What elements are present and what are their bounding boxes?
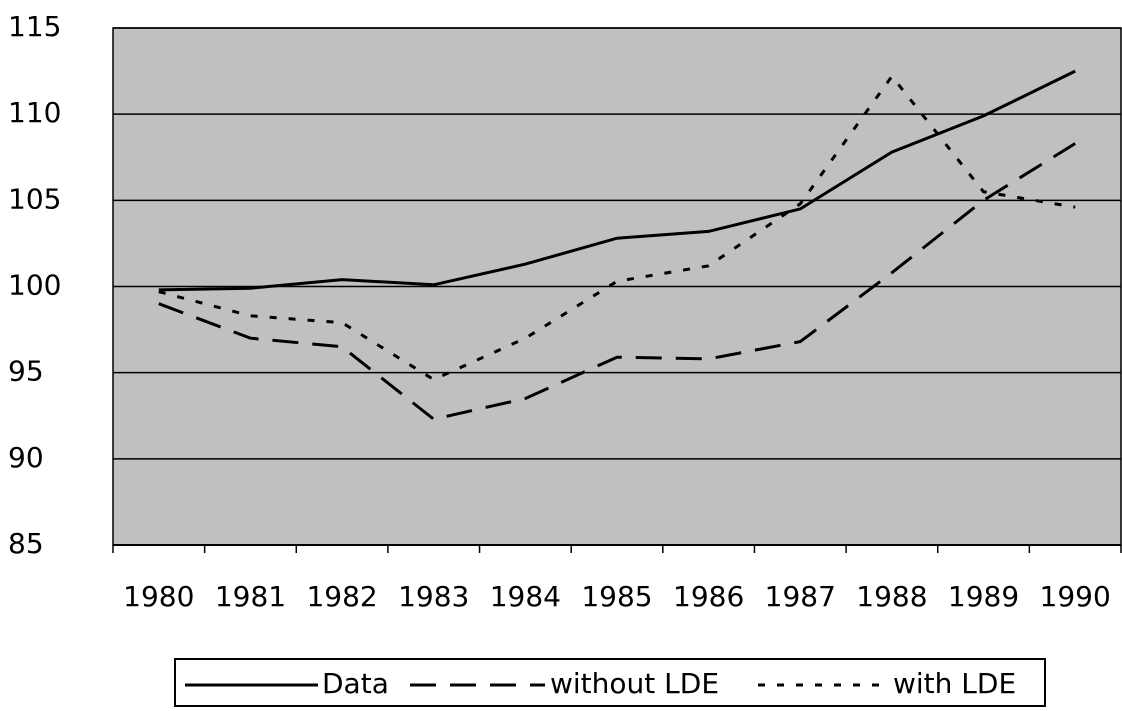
- legend-label: with LDE: [893, 667, 1016, 700]
- x-tick-label: 1986: [673, 580, 744, 613]
- legend-label: without LDE: [550, 667, 719, 700]
- x-tick-label: 1990: [1040, 580, 1111, 613]
- y-tick-label: 90: [8, 441, 44, 474]
- x-tick-label: 1989: [948, 580, 1019, 613]
- y-tick-label: 115: [8, 10, 61, 43]
- x-tick-label: 1984: [490, 580, 561, 613]
- x-tick-label: 1987: [765, 580, 836, 613]
- y-tick-label: 95: [8, 355, 44, 388]
- series-line: [158, 73, 1076, 382]
- x-tick-label: 1985: [581, 580, 652, 613]
- y-tick-label: 110: [8, 96, 61, 129]
- y-tick-label: 85: [8, 527, 44, 560]
- y-tick-label: 100: [8, 269, 61, 302]
- x-tick-label: 1983: [398, 580, 469, 613]
- x-tick-label: 1988: [856, 580, 927, 613]
- legend-box: [174, 658, 1046, 707]
- series-line: [158, 142, 1076, 421]
- x-tick-label: 1981: [215, 580, 286, 613]
- x-tick-label: 1982: [306, 580, 377, 613]
- series-line: [158, 69, 1076, 292]
- legend-label: Data: [322, 667, 389, 700]
- x-tick-label: 1980: [123, 580, 194, 613]
- y-tick-label: 105: [8, 182, 61, 215]
